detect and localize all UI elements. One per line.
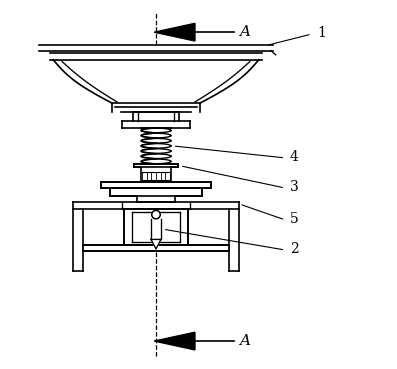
Bar [50, 54, 262, 60]
Bar [73, 209, 83, 271]
Bar [101, 182, 211, 188]
Bar [122, 121, 190, 128]
Text: 5: 5 [290, 212, 299, 226]
Text: 3: 3 [290, 180, 299, 194]
Text: A: A [239, 25, 250, 39]
Bar [229, 209, 239, 271]
Bar [132, 212, 180, 242]
Bar [73, 202, 239, 209]
Bar [39, 45, 273, 51]
Text: 2: 2 [290, 242, 299, 256]
Bar [134, 164, 178, 168]
Text: 4: 4 [290, 150, 299, 164]
Bar [133, 112, 179, 121]
Text: A: A [239, 334, 250, 348]
Bar [110, 188, 202, 196]
Circle shape [152, 210, 160, 219]
Bar [124, 209, 188, 245]
Bar [141, 168, 171, 182]
Polygon shape [53, 60, 259, 103]
Polygon shape [154, 23, 195, 41]
Polygon shape [154, 332, 195, 350]
Polygon shape [151, 239, 161, 249]
Bar [112, 103, 200, 112]
Bar [138, 128, 174, 164]
Bar [151, 219, 161, 239]
Bar [83, 245, 229, 251]
Bar [137, 196, 175, 202]
Text: 1: 1 [317, 26, 326, 40]
